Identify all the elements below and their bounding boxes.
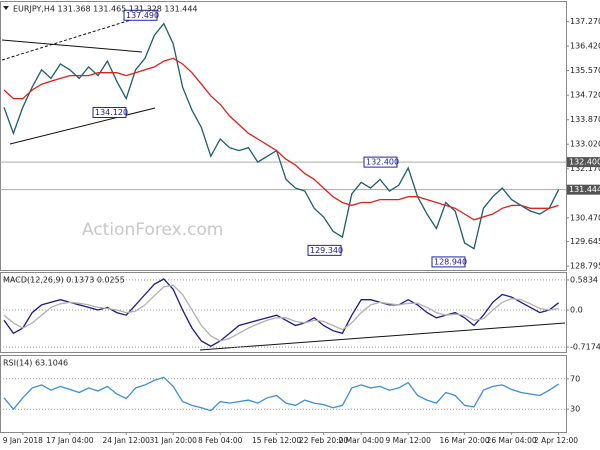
y-tick-label: -0.7174 xyxy=(570,343,600,352)
y-tick-label: 133.020 xyxy=(570,140,600,149)
panel-title: RSI(14) 63.1046 xyxy=(3,359,68,368)
annotation-box xyxy=(431,256,466,268)
annotation-label: 128.940 xyxy=(434,257,467,266)
series-line xyxy=(3,376,559,412)
trendline xyxy=(1,13,151,61)
annotation-label: 132.400 xyxy=(366,158,399,167)
annotation-box xyxy=(123,9,158,21)
annotation-label: 137.490 xyxy=(126,11,159,20)
series-line xyxy=(3,22,560,250)
y-tick-label: 136.420 xyxy=(570,42,600,51)
panel-title: MACD(12,26,9) 0.1373 0.0255 xyxy=(3,276,125,285)
main-panel xyxy=(0,1,567,271)
x-tick-label: 22 Feb 20:00 xyxy=(299,436,348,445)
annotation-label: 134.120 xyxy=(95,108,128,117)
trendline xyxy=(199,322,566,351)
annotation-box xyxy=(307,244,342,256)
trendline xyxy=(9,107,156,145)
y-tick-label: 133.870 xyxy=(570,115,600,124)
x-tick-label: 24 Jan 12:00 xyxy=(102,436,150,445)
y-tick-label: 134.720 xyxy=(570,91,600,100)
x-tick-label: 17 Jan 04:00 xyxy=(46,436,94,445)
series-line xyxy=(3,278,559,347)
y-tick-label: 30 xyxy=(570,405,580,414)
x-tick-label: 15 Feb 12:00 xyxy=(252,436,301,445)
y-tick-label: 70 xyxy=(570,374,580,383)
level-label: 132.400 xyxy=(569,158,600,167)
y-tick-label: 0.0 xyxy=(570,306,583,315)
y-tick-label: 132.170 xyxy=(570,164,600,173)
menu-arrow xyxy=(3,6,9,10)
trendline xyxy=(1,39,143,53)
watermark: ActionForex.com xyxy=(82,220,223,240)
macd-panel xyxy=(0,272,567,353)
level-label-box xyxy=(567,157,600,168)
x-tick-label: 9 Jan 2018 xyxy=(3,436,43,445)
level-label: 131.444 xyxy=(569,185,600,194)
level-label-box xyxy=(567,184,600,195)
y-tick-label: 0.5834 xyxy=(570,275,598,284)
y-tick-label: 129.645 xyxy=(570,237,600,246)
x-tick-label: 2 Apr 12:00 xyxy=(534,436,578,445)
series-line xyxy=(3,57,559,221)
x-tick-label: 9 Mar 12:00 xyxy=(386,436,432,445)
y-tick-label: 130.470 xyxy=(570,213,600,222)
annotation-box xyxy=(363,156,398,168)
y-tick-label: 135.570 xyxy=(570,66,600,75)
x-tick-label: 26 Mar 04:00 xyxy=(487,436,537,445)
x-tick-label: 16 Mar 20:00 xyxy=(440,436,490,445)
series-line xyxy=(3,284,559,342)
x-tick-label: 2 Mar 04:00 xyxy=(339,436,385,445)
y-tick-label: 137.270 xyxy=(570,17,600,26)
y-tick-label: 128.795 xyxy=(570,262,600,271)
panel-title: EURJPY,H4 131.368 131.465 131.328 131.44… xyxy=(13,5,198,14)
annotation-box xyxy=(92,106,127,118)
x-tick-label: 8 Feb 04:00 xyxy=(198,436,243,445)
x-tick-label: 31 Jan 20:00 xyxy=(149,436,197,445)
annotation-label: 129.340 xyxy=(310,246,343,255)
rsi-panel xyxy=(0,355,567,433)
